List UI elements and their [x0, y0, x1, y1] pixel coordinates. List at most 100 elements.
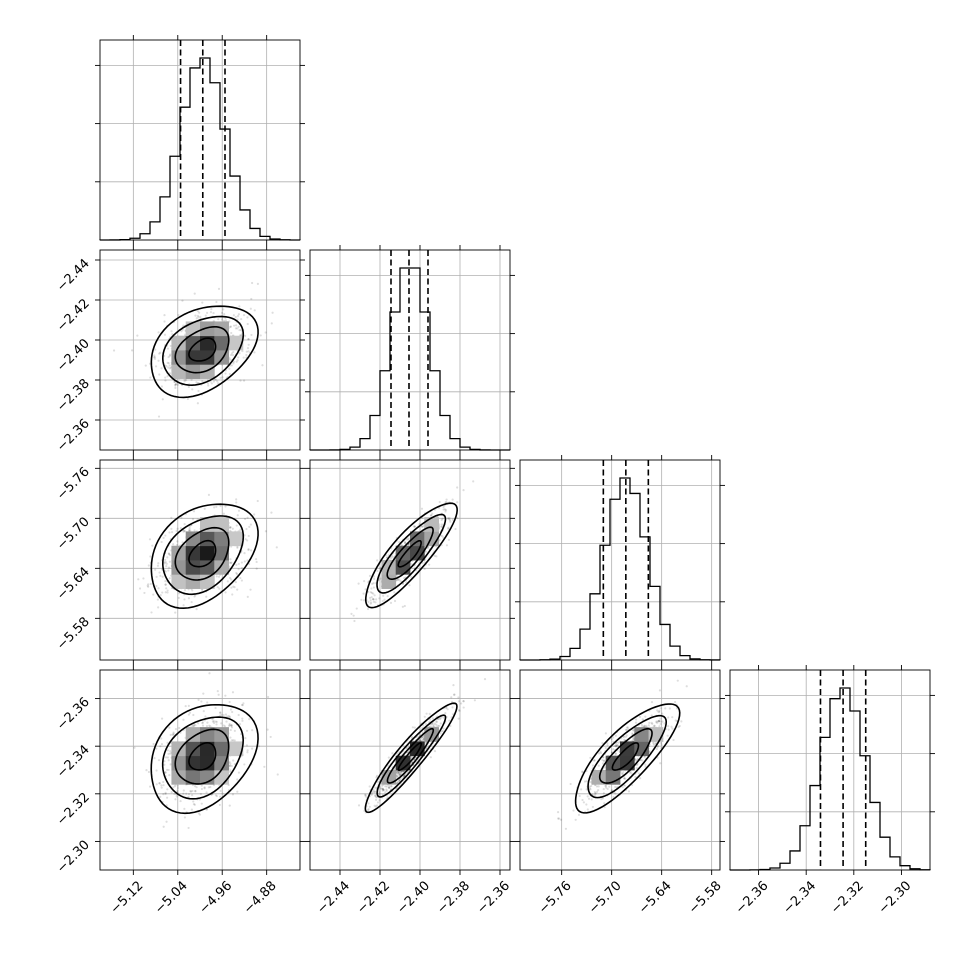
- sample-point: [379, 577, 382, 580]
- sample-point: [420, 525, 424, 528]
- sample-point: [624, 735, 627, 738]
- y-tick-label: −2.30: [54, 838, 93, 877]
- sample-point: [378, 597, 381, 600]
- sample-point: [410, 563, 413, 566]
- sample-point: [224, 694, 227, 697]
- sample-point: [381, 788, 385, 791]
- sample-point: [634, 721, 638, 724]
- sample-point: [623, 784, 626, 787]
- sample-point: [183, 530, 187, 533]
- sample-point: [671, 716, 674, 719]
- sample-point: [658, 725, 661, 728]
- sample-point: [182, 324, 185, 327]
- sample-point: [237, 562, 240, 566]
- sample-point: [657, 720, 660, 723]
- sample-point: [593, 791, 596, 794]
- sample-point: [462, 700, 465, 703]
- sample-point: [597, 789, 600, 792]
- sample-point: [216, 380, 219, 383]
- sample-point: [382, 594, 385, 597]
- sample-point: [228, 804, 231, 807]
- sample-point: [438, 724, 441, 727]
- sample-point: [601, 758, 604, 762]
- x-tick-label: −5.64: [636, 878, 675, 917]
- sample-point: [206, 701, 209, 704]
- sample-point: [160, 786, 163, 789]
- sample-point: [590, 798, 593, 801]
- sample-point: [603, 759, 606, 762]
- sample-point: [157, 331, 160, 334]
- sample-point: [614, 734, 617, 737]
- sample-point: [230, 352, 234, 355]
- x-tick-label: −5.04: [152, 878, 191, 917]
- sample-point: [450, 700, 454, 704]
- sample-point: [229, 558, 232, 561]
- sample-point: [448, 516, 451, 520]
- sample-point: [136, 334, 139, 337]
- sample-point: [236, 514, 239, 517]
- panel-frame: [309, 459, 511, 661]
- sample-point: [241, 719, 244, 722]
- contour-line: [376, 513, 447, 594]
- sample-point: [437, 724, 440, 728]
- sample-point: [240, 317, 243, 321]
- sample-point: [375, 774, 379, 777]
- sample-point: [625, 728, 628, 732]
- sample-point: [658, 689, 662, 692]
- histogram-panel-1: [305, 245, 515, 455]
- contour-line: [188, 742, 217, 771]
- sample-point: [168, 364, 171, 367]
- sample-point: [398, 780, 401, 783]
- sample-point: [158, 571, 161, 574]
- sample-point: [435, 555, 438, 558]
- sample-point: [419, 737, 423, 740]
- sample-point: [251, 729, 254, 732]
- sample-point: [214, 378, 217, 381]
- sample-point: [232, 759, 235, 762]
- sample-point: [174, 384, 177, 387]
- sample-point: [362, 599, 366, 602]
- sample-point: [640, 723, 643, 726]
- sample-point: [164, 771, 167, 774]
- sample-point: [680, 720, 683, 723]
- sample-point: [433, 554, 436, 558]
- sample-point: [224, 591, 227, 594]
- sample-point: [242, 314, 246, 317]
- sample-point: [372, 788, 375, 792]
- sample-point: [364, 588, 367, 591]
- contour-line: [150, 503, 259, 610]
- sample-point: [387, 786, 390, 789]
- sample-point: [137, 578, 140, 581]
- x-tick-label: −5.58: [686, 878, 725, 917]
- sample-point: [169, 344, 172, 348]
- sample-point: [253, 351, 256, 354]
- sample-point: [215, 505, 218, 508]
- sample-point: [255, 567, 258, 570]
- sample-point: [614, 753, 617, 756]
- sample-point: [431, 717, 434, 720]
- sample-point: [373, 577, 376, 580]
- sample-point: [238, 328, 241, 332]
- sample-point: [240, 703, 244, 707]
- sample-point: [212, 311, 215, 315]
- sample-point: [168, 577, 171, 580]
- sample-point: [237, 325, 240, 328]
- sample-point: [229, 353, 233, 357]
- sample-point: [398, 578, 401, 581]
- sample-point: [166, 749, 170, 752]
- sample-point: [246, 539, 249, 542]
- sample-point: [215, 300, 218, 304]
- sample-point: [200, 784, 203, 787]
- sample-point: [604, 746, 607, 750]
- sample-point: [219, 795, 222, 798]
- sample-point: [161, 575, 164, 578]
- sample-point: [644, 763, 647, 766]
- sample-point: [233, 324, 236, 327]
- sample-point: [144, 364, 147, 367]
- sample-point: [631, 739, 635, 742]
- sample-point: [650, 714, 653, 717]
- sample-point: [209, 725, 212, 728]
- sample-point: [447, 538, 451, 541]
- sample-point: [448, 719, 451, 722]
- sample-point: [439, 732, 442, 735]
